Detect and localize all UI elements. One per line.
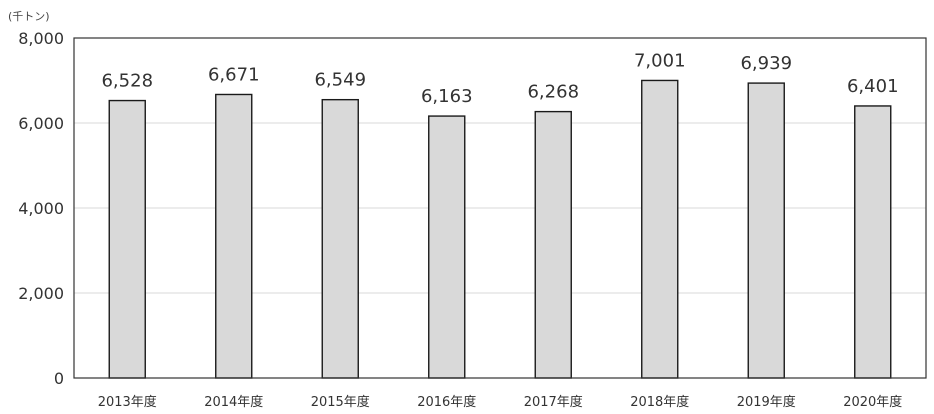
bar	[641, 79, 679, 379]
y-tick-label: 2,000	[18, 284, 64, 303]
bar	[108, 99, 146, 379]
y-tick-label: 4,000	[18, 199, 64, 218]
data-label: 6,939	[740, 53, 792, 74]
gridlines	[74, 122, 926, 294]
bar	[321, 98, 359, 379]
y-tick-label: 0	[54, 369, 64, 388]
data-label: 6,528	[101, 71, 153, 92]
data-label: 6,671	[208, 64, 260, 85]
data-label: 6,401	[847, 76, 899, 97]
data-labels: 6,528 6,671 6,549 6,163 6,268 7,001 6,939 6,401	[101, 50, 898, 107]
plot-border	[73, 37, 927, 379]
x-tick-label: 2013年度	[98, 394, 157, 410]
x-tick-label: 2018年度	[630, 394, 689, 410]
y-tick-label: 6,000	[18, 114, 64, 133]
x-tick-label: 2019年度	[737, 394, 796, 410]
x-tick-label: 2020年度	[843, 394, 902, 410]
y-tick-label: 8,000	[18, 29, 64, 48]
bar	[854, 105, 892, 379]
bar	[215, 93, 253, 379]
bar	[428, 115, 466, 379]
bar	[534, 110, 572, 379]
x-tick-label: 2016年度	[417, 394, 476, 410]
x-tick-label: 2015年度	[311, 394, 370, 410]
x-tick-label: 2014年度	[204, 394, 263, 410]
plot-frame	[73, 37, 927, 379]
data-label: 6,163	[421, 86, 473, 107]
x-axis-ticks: 2013年度 2014年度 2015年度 2016年度 2017年度 2018年度 2019…	[98, 394, 903, 410]
x-tick-label: 2017年度	[524, 394, 583, 410]
data-label: 7,001	[634, 50, 686, 71]
y-axis-ticks: 0 2,000 4,000 6,000 8,000	[18, 29, 64, 388]
bars	[108, 79, 892, 379]
data-label: 6,549	[314, 70, 366, 91]
bar	[747, 82, 785, 379]
data-label: 6,268	[527, 82, 579, 103]
y-axis-unit-label: (千トン)	[8, 10, 50, 23]
